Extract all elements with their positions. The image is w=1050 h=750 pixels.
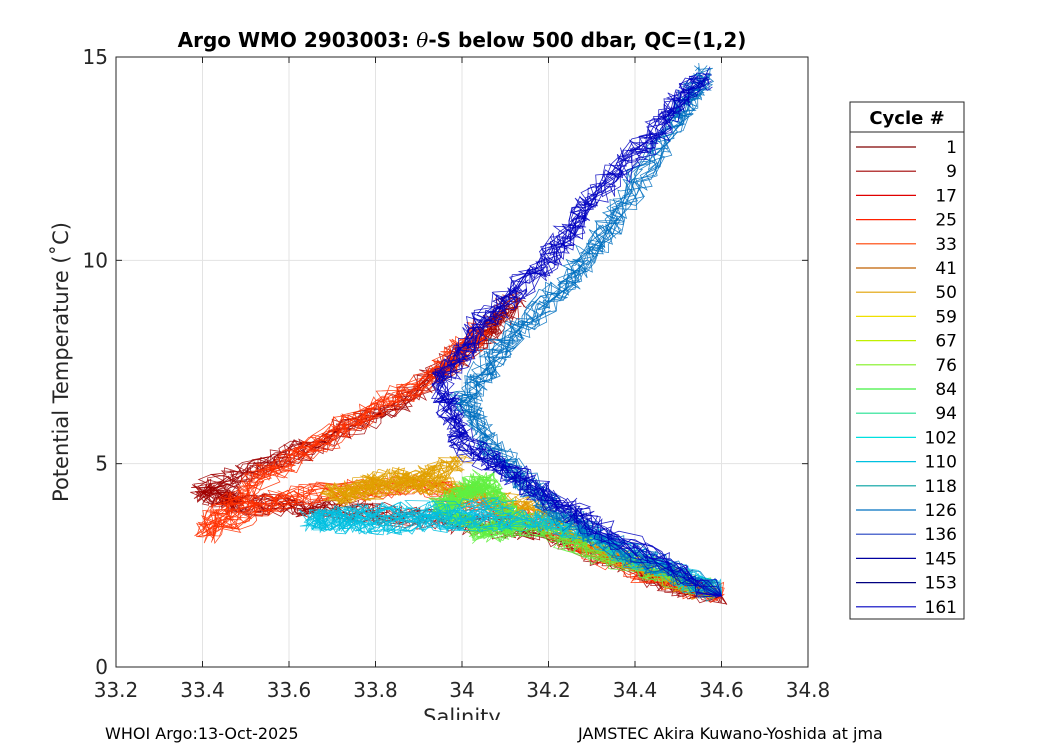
legend-entry-label: 161 (925, 598, 957, 618)
legend-entry-label: 118 (925, 477, 957, 497)
series-line (430, 77, 722, 597)
series-line (431, 85, 722, 596)
legend: Cycle # 19172533415059677684941021101181… (849, 101, 965, 620)
legend-entry-label: 41 (935, 259, 957, 279)
legend-entry-label: 17 (935, 186, 957, 206)
legend-entry-label: 153 (925, 574, 957, 594)
x-tick-label: 33.6 (267, 678, 312, 702)
legend-entry-label: 59 (935, 307, 957, 327)
legend-entry-label: 9 (946, 162, 957, 182)
series-line (433, 472, 713, 593)
legend-entry-label: 50 (935, 283, 957, 303)
legend-title: Cycle # (869, 108, 944, 129)
legend-entry-label: 126 (925, 501, 957, 521)
legend-entry-label: 136 (925, 525, 957, 545)
footer-right: JAMSTEC Akira Kuwano-Yoshida at jma (578, 724, 883, 743)
series-line (322, 461, 714, 594)
y-tick-label: 15 (83, 45, 108, 69)
legend-box (849, 101, 965, 620)
legend-entry-label: 76 (935, 356, 957, 376)
series-line (434, 66, 722, 598)
x-tick-label: 34.8 (786, 678, 831, 702)
chart-title: Argo WMO 2903003: θ-S below 500 dbar, QC… (178, 28, 747, 52)
x-tick-label: 33.4 (180, 678, 225, 702)
chart-title-prefix: Argo WMO 2903003: (178, 28, 417, 52)
series-7 (430, 66, 722, 598)
legend-entries: 1 9 17 25 33 41 50 59 67 76 84 94 102 110 118 126 136 145… (856, 138, 957, 618)
x-tick-label: 33.8 (353, 678, 398, 702)
series-line (432, 72, 722, 597)
series-line (311, 503, 722, 596)
legend-entry-label: 145 (925, 549, 957, 569)
legend-entry-label: 94 (935, 404, 957, 424)
chart-title-theta: θ (416, 28, 428, 52)
series-line (460, 65, 722, 595)
y-tick-label: 10 (83, 248, 108, 272)
series-layer (190, 63, 728, 605)
footer-left: WHOI Argo:13-Oct-2025 (105, 724, 299, 743)
legend-entry-label: 84 (935, 380, 957, 400)
legend-entry-label: 33 (935, 235, 957, 255)
y-tick-label: 5 (95, 452, 108, 476)
y-axis: 0 5 10 15 (83, 45, 808, 679)
x-axis-label: Salinity (423, 705, 501, 720)
x-tick-label: 34.4 (613, 678, 658, 702)
series-line (440, 75, 722, 597)
x-tick-label: 33.2 (94, 678, 139, 702)
x-tick-label: 34.2 (526, 678, 571, 702)
legend-entry-label: 25 (935, 211, 957, 231)
x-tick-label: 34 (449, 678, 474, 702)
x-axis: 33.2 33.4 33.6 33.8 34 34.2 34.4 34.6 34.8 (94, 57, 831, 702)
chart-title-suffix: -S below 500 dbar, QC=(1,2) (428, 28, 746, 52)
x-tick-label: 34.6 (699, 678, 744, 702)
series-line (434, 77, 722, 597)
y-tick-label: 0 (95, 655, 108, 679)
chart: Argo WMO 2903003: θ-S below 500 dbar, QC… (49, 28, 965, 720)
legend-entry-label: 102 (925, 428, 957, 448)
legend-entry-label: 67 (935, 332, 957, 352)
y-axis-label: Potential Temperature (˚C) (49, 222, 73, 502)
legend-entry-label: 110 (925, 453, 957, 473)
legend-entry-label: 1 (946, 138, 957, 158)
